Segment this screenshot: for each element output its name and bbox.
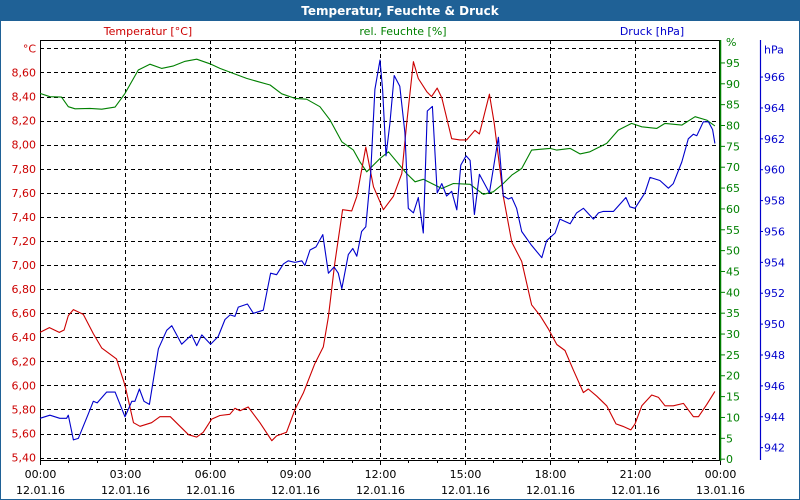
- humidity-tick-label: 30: [726, 328, 740, 341]
- plot-border: [40, 40, 720, 461]
- temp-unit-label: °C: [23, 42, 37, 55]
- humidity-tick-label: 0: [726, 453, 733, 466]
- legend-humidity: rel. Feuchte [%]: [359, 25, 446, 38]
- x-tick-time: 03:00: [110, 468, 142, 481]
- temp-tick-label: 6,20: [12, 355, 37, 368]
- x-tick-date: 12.01.16: [101, 484, 150, 497]
- pressure-tick-label: 960: [764, 164, 785, 177]
- x-tick-time: 00:00: [705, 468, 737, 481]
- humidity-unit-label: %: [726, 36, 736, 49]
- x-tick-date: 12.01.16: [186, 484, 235, 497]
- x-tick-date: 12.01.16: [611, 484, 660, 497]
- x-tick-date: 12.01.16: [356, 484, 405, 497]
- x-tick-time: 18:00: [535, 468, 567, 481]
- temp-tick-label: 7,60: [12, 187, 37, 200]
- humidity-tick-label: 20: [726, 370, 740, 383]
- pressure-tick-label: 962: [764, 133, 785, 146]
- humidity-tick-label: 25: [726, 349, 740, 362]
- pressure-tick-label: 964: [764, 102, 785, 115]
- humidity-tick-label: 55: [726, 224, 740, 237]
- x-tick-time: 00:00: [25, 468, 57, 481]
- x-tick-time: 09:00: [280, 468, 312, 481]
- pressure-tick-label: 948: [764, 349, 785, 362]
- x-tick-date: 12.01.16: [441, 484, 490, 497]
- humidity-tick-label: 50: [726, 245, 740, 258]
- series-line-pressure: [39, 59, 716, 441]
- humidity-tick-label: 95: [726, 57, 740, 70]
- x-tick-date: 13.01.16: [696, 484, 745, 497]
- humidity-tick-label: 45: [726, 265, 740, 278]
- series-line-humidity: [39, 58, 716, 195]
- temp-tick-label: 7,20: [12, 235, 37, 248]
- x-tick-date: 12.01.16: [526, 484, 575, 497]
- x-tick-time: 06:00: [195, 468, 227, 481]
- temp-tick-label: 5,60: [12, 428, 37, 441]
- window-title: Temperatur, Feuchte & Druck: [1, 1, 799, 21]
- temp-tick-label: 5,40: [12, 452, 37, 465]
- humidity-tick-label: 90: [726, 78, 740, 91]
- pressure-tick-label: 956: [764, 225, 785, 238]
- temp-tick-label: 6,80: [12, 283, 37, 296]
- temp-tick-label: 8,20: [12, 115, 37, 128]
- humidity-tick-label: 85: [726, 99, 740, 112]
- x-tick-time: 15:00: [450, 468, 482, 481]
- x-tick-time: 12:00: [365, 468, 397, 481]
- x-tick-time: 21:00: [620, 468, 652, 481]
- temp-tick-label: 7,00: [12, 259, 37, 272]
- pressure-tick-label: 946: [764, 380, 785, 393]
- temp-tick-label: 6,40: [12, 331, 37, 344]
- pressure-tick-label: 944: [764, 411, 785, 424]
- pressure-tick-label: 950: [764, 318, 785, 331]
- pressure-tick-label: 954: [764, 256, 785, 269]
- temp-tick-label: 6,00: [12, 379, 37, 392]
- humidity-tick-label: 75: [726, 140, 740, 153]
- temp-tick-label: 6,60: [12, 307, 37, 320]
- pressure-unit-label: hPa: [764, 43, 784, 56]
- legend-temperature: Temperatur [°C]: [103, 25, 192, 38]
- x-tick-date: 12.01.16: [271, 484, 320, 497]
- pressure-tick-label: 966: [764, 71, 785, 84]
- temp-tick-label: 8,00: [12, 139, 37, 152]
- humidity-tick-label: 10: [726, 411, 740, 424]
- humidity-tick-label: 65: [726, 182, 740, 195]
- series-line-temp: [39, 61, 716, 442]
- temp-tick-label: 7,80: [12, 163, 37, 176]
- humidity-tick-label: 80: [726, 120, 740, 133]
- temp-tick-label: 5,80: [12, 403, 37, 416]
- temp-tick-label: 8,40: [12, 91, 37, 104]
- legend-pressure: Druck [hPa]: [620, 25, 684, 38]
- humidity-tick-label: 40: [726, 286, 740, 299]
- pressure-tick-label: 958: [764, 195, 785, 208]
- temp-tick-label: 8,60: [12, 66, 37, 79]
- humidity-tick-label: 70: [726, 161, 740, 174]
- x-tick-date: 12.01.16: [16, 484, 65, 497]
- humidity-tick-label: 35: [726, 307, 740, 320]
- temp-tick-label: 7,40: [12, 211, 37, 224]
- pressure-tick-label: 952: [764, 287, 785, 300]
- pressure-tick-label: 942: [764, 442, 785, 455]
- humidity-tick-label: 60: [726, 203, 740, 216]
- humidity-tick-label: 15: [726, 391, 740, 404]
- humidity-tick-label: 5: [726, 432, 733, 445]
